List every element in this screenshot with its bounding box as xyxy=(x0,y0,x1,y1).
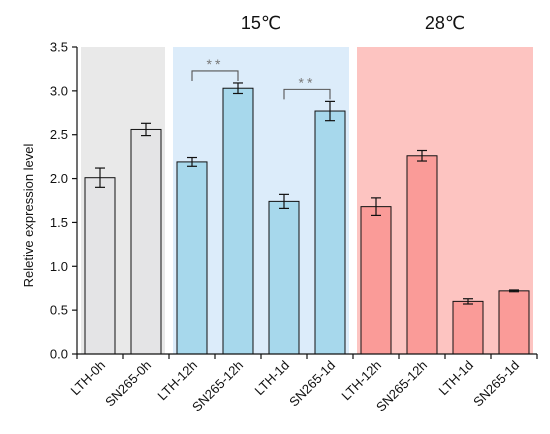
error-bar xyxy=(417,149,427,162)
y-tick-label: 1.5 xyxy=(50,215,68,230)
error-bar xyxy=(463,298,473,305)
group-label-2: 28℃ xyxy=(425,13,465,33)
bar-SN265-12h xyxy=(222,87,254,355)
y-tick-label: 3.0 xyxy=(50,83,68,98)
significance-bracket-0: ** xyxy=(191,56,239,81)
significance-markers: ** ** xyxy=(191,56,331,100)
y-tick-label: 1.0 xyxy=(50,259,68,274)
significance-bracket-1: ** xyxy=(283,74,331,100)
group-labels: 15℃ 28℃ xyxy=(241,13,465,33)
group-label-1: 15℃ xyxy=(241,13,281,33)
significance-bracket-line xyxy=(191,70,239,81)
x-category-label: LTH-12h xyxy=(338,358,384,404)
significance-label: ** xyxy=(207,56,224,72)
y-tick-label: 2.5 xyxy=(50,127,68,142)
bar-LTH-12h xyxy=(176,161,208,355)
y-tick-label: 3.5 xyxy=(50,40,68,55)
y-tick-label: 0.0 xyxy=(50,347,68,362)
bar-LTH-0h xyxy=(84,177,116,355)
y-tick-label: 2.0 xyxy=(50,171,68,186)
bar-SN265-0h xyxy=(130,128,162,355)
bar-SN265-1d xyxy=(314,110,346,355)
bar-SN265-12h xyxy=(406,155,438,355)
significance-bracket-line xyxy=(283,88,331,100)
bar-SN265-1d xyxy=(498,290,530,355)
x-category-label: LTH-0h xyxy=(68,358,109,399)
y-axis-title: Reletive expression level xyxy=(21,143,36,287)
bars xyxy=(84,87,530,355)
significance-label: ** xyxy=(299,74,316,90)
error-bar xyxy=(509,289,519,293)
x-category-label: LTH-1d xyxy=(436,358,477,399)
error-bar xyxy=(279,193,289,209)
bar-LTH-1d xyxy=(268,200,300,355)
error-bars xyxy=(95,82,519,305)
bar-LTH-12h xyxy=(360,206,392,355)
error-bar xyxy=(95,167,105,188)
x-category-label: LTH-12h xyxy=(154,358,200,404)
y-axis: 0.0 0.5 1.0 1.5 2.0 2.5 3.0 3.5 xyxy=(50,40,538,362)
y-tick-label: 0.5 xyxy=(50,303,68,318)
error-bar xyxy=(233,82,243,95)
x-category-label: SN265-1d xyxy=(286,358,338,410)
error-bar xyxy=(325,100,335,122)
x-category-label: SN265-0h xyxy=(102,358,154,410)
bar-LTH-1d xyxy=(452,300,484,355)
error-bar xyxy=(141,122,151,137)
error-bar xyxy=(187,156,197,167)
x-category-label: SN265-1d xyxy=(470,358,522,410)
x-category-label: LTH-1d xyxy=(252,358,293,399)
error-bar xyxy=(371,197,381,217)
